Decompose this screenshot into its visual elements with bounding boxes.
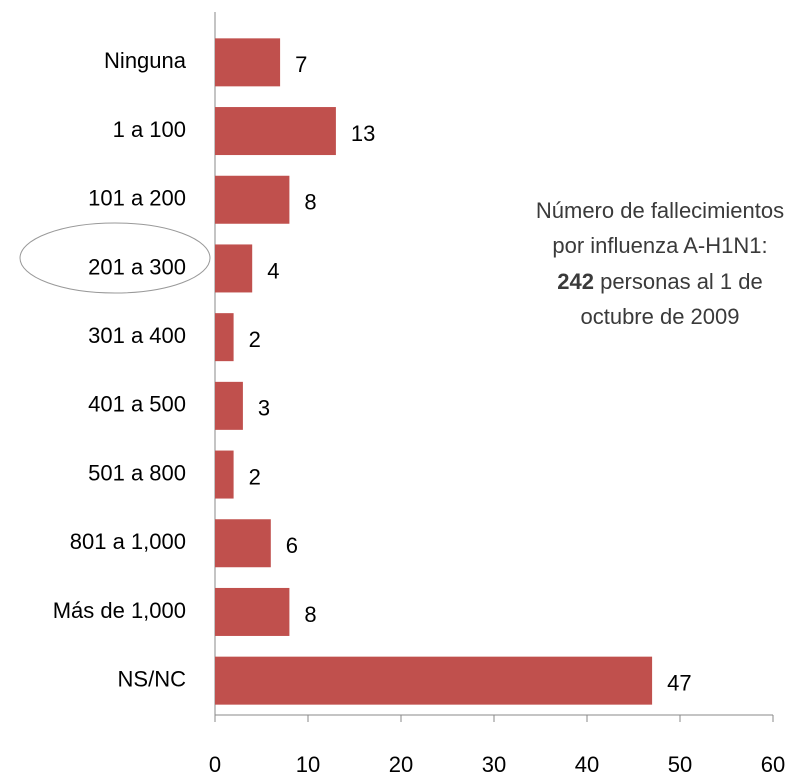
data-label: 6 xyxy=(286,533,298,558)
annotation: por influenza A-H1N1: xyxy=(552,233,767,258)
bar xyxy=(215,244,253,293)
data-label: 13 xyxy=(351,121,375,146)
y-tick-label: Más de 1,000 xyxy=(53,598,186,623)
bar xyxy=(215,313,234,362)
y-tick-label: Ninguna xyxy=(104,48,187,73)
highlight-ellipse xyxy=(19,222,211,294)
data-label: 2 xyxy=(249,327,261,352)
data-label: 8 xyxy=(304,190,316,215)
y-tick-label: 1 a 100 xyxy=(113,117,186,142)
x-tick-label: 20 xyxy=(389,752,413,777)
x-tick-label: 0 xyxy=(209,752,221,777)
x-tick-label: 40 xyxy=(575,752,599,777)
x-tick-label: 60 xyxy=(761,752,785,777)
x-tick-label: 30 xyxy=(482,752,506,777)
bar xyxy=(215,656,653,705)
data-label: 8 xyxy=(304,602,316,627)
bar xyxy=(215,450,234,499)
bar xyxy=(215,519,271,568)
bar xyxy=(215,38,281,87)
bar xyxy=(215,587,290,636)
y-tick-label: 301 a 400 xyxy=(88,323,186,348)
y-tick-label: NS/NC xyxy=(118,666,187,691)
annotation: octubre de 2009 xyxy=(580,304,739,329)
data-label: 7 xyxy=(295,52,307,77)
bar xyxy=(215,175,290,224)
y-tick-label: 801 a 1,000 xyxy=(70,529,186,554)
x-tick-label: 50 xyxy=(668,752,692,777)
bar xyxy=(215,381,243,430)
y-tick-label: 201 a 300 xyxy=(88,254,186,279)
x-tick-label: 10 xyxy=(296,752,320,777)
data-label: 2 xyxy=(249,464,261,489)
annotation: Número de fallecimientos xyxy=(536,198,784,223)
annotation: personas al 1 de xyxy=(594,269,763,294)
annotation: 242 personas al 1 de xyxy=(557,269,763,294)
y-tick-label: 401 a 500 xyxy=(88,392,186,417)
annotation-bold: 242 xyxy=(557,269,594,294)
bar xyxy=(215,107,336,156)
data-label: 3 xyxy=(258,396,270,421)
data-label: 4 xyxy=(267,258,279,283)
y-tick-label: 501 a 800 xyxy=(88,460,186,485)
data-label: 47 xyxy=(667,670,691,695)
y-tick-label: 101 a 200 xyxy=(88,186,186,211)
